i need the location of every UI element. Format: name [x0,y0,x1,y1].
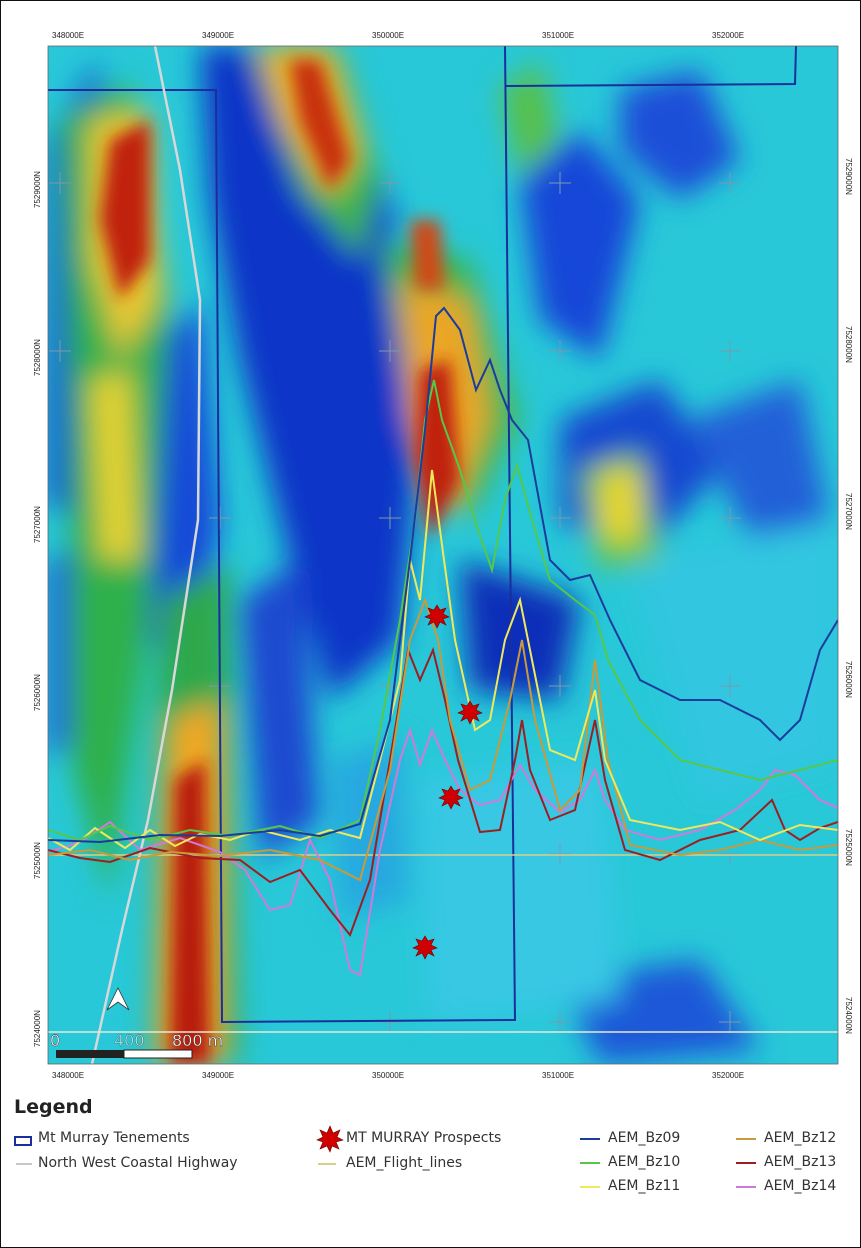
easting-labels-top: 348000E 349000E 350000E 351000E 352000E [52,31,744,40]
legend-bz11-label: AEM_Bz11 [608,1178,681,1194]
northing-label: 7527000N [33,506,42,543]
bz13-swatch [736,1162,756,1164]
prospect-marker [412,935,438,960]
flight-lines-swatch [318,1163,336,1165]
northing-label: 7528000N [33,339,42,376]
northing-label: 7528000N [844,326,853,363]
easting-label: 352000E [712,31,744,40]
prospect-marker [424,604,450,629]
aem-bz09-line [48,306,838,844]
scale-label-start: 0 [50,1031,60,1050]
easting-label: 348000E [52,1071,84,1080]
legend-flight-lines-label: AEM_Flight_lines [346,1155,463,1171]
northing-label: 7524000N [844,997,853,1034]
northing-label: 7526000N [33,674,42,711]
bz12-swatch [736,1138,756,1140]
scale-label-mid: 400 [114,1031,145,1050]
easting-label: 351000E [542,31,574,40]
bz14-swatch [736,1186,756,1188]
tenements-swatch [14,1136,32,1146]
bz09-swatch [580,1138,600,1140]
north-west-coastal-highway [90,46,202,1064]
easting-label: 352000E [712,1071,744,1080]
easting-labels-bottom: 348000E 349000E 350000E 351000E 352000E [52,1071,744,1080]
bz11-swatch [580,1186,600,1188]
prospect-markers [412,604,483,960]
northing-label: 7529000N [844,158,853,195]
map-neatline [47,45,839,1065]
legend-prospects-label: MT MURRAY Prospects [346,1130,502,1146]
aem-bz13-line [48,646,838,938]
northing-labels-right: 7529000N 7528000N 7527000N 7526000N 7525… [844,158,853,1034]
legend-title: Legend [14,1096,93,1118]
north-arrow-icon [106,987,130,1011]
graticule [49,172,741,1033]
easting-label: 350000E [372,31,404,40]
highway-swatch [16,1163,32,1165]
prospect-marker [438,785,464,810]
northing-label: 7525000N [844,829,853,866]
aem-flight-lines [48,854,838,1033]
northing-label: 7525000N [33,842,42,879]
northing-labels-left: 7529000N 7528000N 7527000N 7526000N 7525… [33,171,42,1047]
legend-bz14-label: AEM_Bz14 [764,1178,837,1194]
aem-bz11-line [48,469,838,852]
magnetic-raster [48,46,838,1064]
scale-label-end: 800 m [172,1031,223,1050]
easting-label: 351000E [542,1071,574,1080]
legend-bz10-label: AEM_Bz10 [608,1154,681,1170]
legend-bz12-label: AEM_Bz12 [764,1130,837,1146]
easting-label: 348000E [52,31,84,40]
easting-label: 349000E [202,31,234,40]
prospect-marker [457,700,483,725]
northing-label: 7526000N [844,661,853,698]
legend-bz13-label: AEM_Bz13 [764,1154,837,1170]
legend-highway-label: North West Coastal Highway [38,1155,238,1171]
tenement-polygon-east [504,46,797,87]
easting-label: 350000E [372,1071,404,1080]
legend-bz09-label: AEM_Bz09 [608,1130,681,1146]
northing-label: 7527000N [844,493,853,530]
easting-label: 349000E [202,1071,234,1080]
scale-bar: 0 400 800 m [50,1031,223,1059]
legend-tenements-label: Mt Murray Tenements [38,1130,190,1146]
map-canvas: 0 400 800 m 348000E 349000E 350000E 3510… [33,31,853,1080]
northing-label: 7529000N [33,171,42,208]
aem-profiles [48,306,838,977]
northing-label: 7524000N [33,1010,42,1047]
prospect-star-icon [316,1125,344,1153]
aem-bz12-line [48,596,838,882]
bz10-swatch [580,1162,600,1164]
aem-bz14-line [48,726,838,977]
